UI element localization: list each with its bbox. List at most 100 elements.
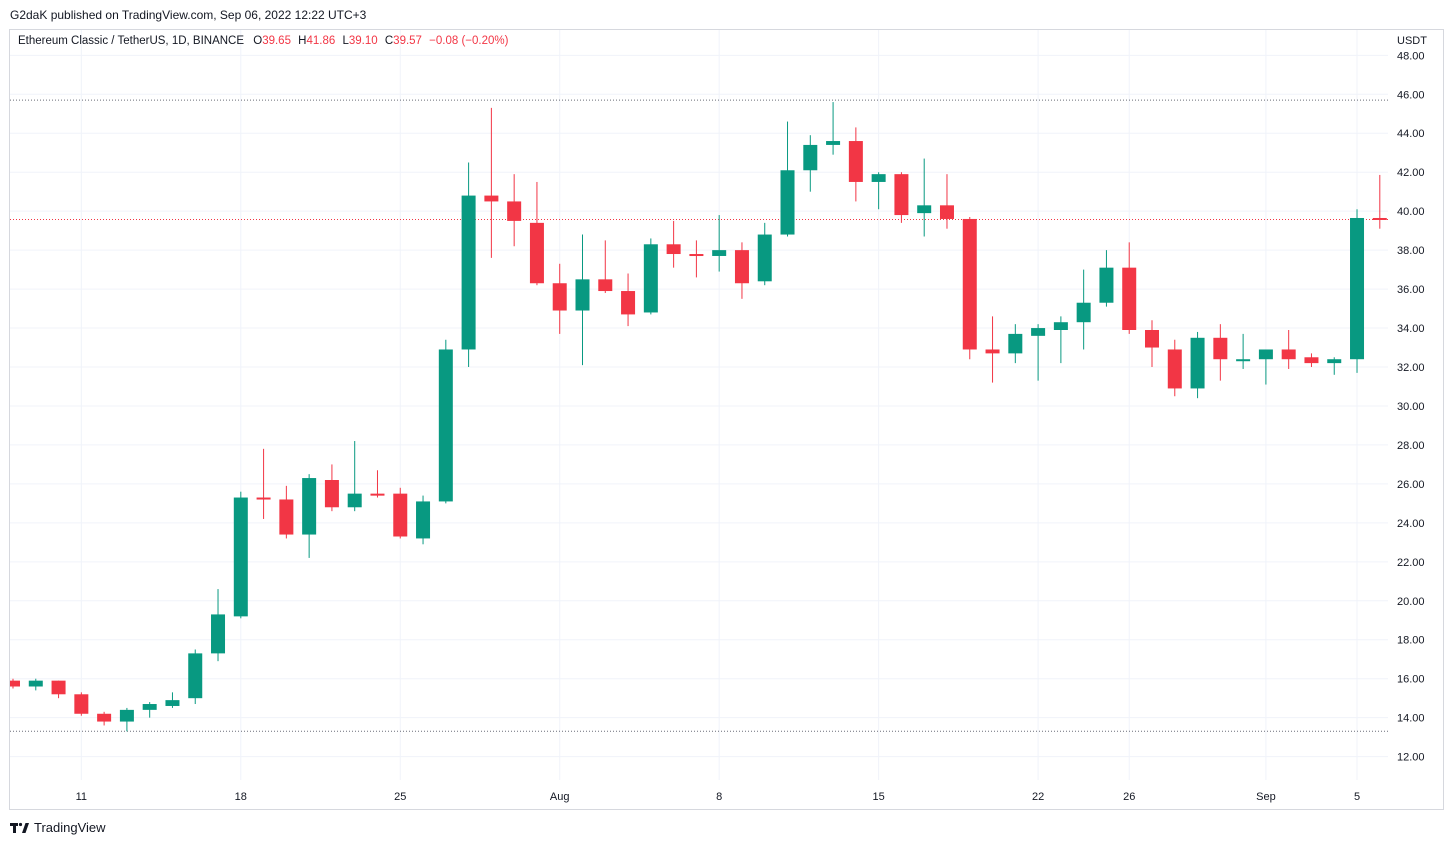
candle [28,678,43,691]
candle [917,158,932,237]
candle [643,238,658,315]
tradingview-logo-icon [10,822,29,833]
candle [1008,324,1023,364]
candle-body [1236,359,1251,362]
candle [1031,324,1046,381]
candle-body [962,218,977,350]
x-tick-label: 22 [1032,791,1044,803]
candle-body [211,614,226,654]
candle-body [621,291,636,315]
candle [871,172,886,210]
candle-body [370,493,385,496]
candle [279,485,294,539]
candle-body [10,680,20,687]
candle-body [188,653,203,699]
candle-body [529,222,544,284]
candle [1145,320,1159,368]
open-value: 39.65 [262,35,291,47]
candle [1190,331,1205,399]
y-tick-label: 42.00 [1397,167,1425,179]
x-tick-label: 15 [873,791,885,803]
candle [1236,333,1251,369]
candle-body [552,283,567,311]
candle-body [1327,359,1342,364]
x-tick-label: 26 [1123,791,1135,803]
candle-body [1190,337,1205,389]
footer: TradingView [10,820,106,835]
candle-body [666,244,681,255]
candle-body [1122,267,1137,330]
candle-body [1350,217,1365,360]
time-axis: 11 18 25 Aug 8 15 22 26 Sep 5 [76,791,1360,803]
candle [803,135,818,192]
candle [529,181,544,286]
candle-body [598,279,613,292]
candle [51,680,66,699]
candle [347,441,362,512]
candle [74,692,89,716]
change-value: −0.08 (−0.20%) [429,35,509,47]
x-tick-label: 25 [394,791,406,803]
y-tick-label: 26.00 [1397,479,1425,491]
y-tick-label: 22.00 [1397,557,1425,569]
y-tick-label: 32.00 [1397,362,1425,374]
candle-body [1258,349,1273,360]
candle [552,263,567,334]
candle-body [734,250,749,284]
candle-body [119,709,134,722]
candle [1281,330,1296,369]
candles [10,102,1387,732]
y-tick-label: 40.00 [1397,206,1425,218]
candle-body [302,478,317,535]
candle [848,127,863,202]
candle-body [871,174,886,182]
candle [438,339,453,504]
y-unit-label: USDT [1397,35,1427,47]
candle-body [1076,302,1091,323]
y-tick-label: 16.00 [1397,674,1425,686]
high-value: 41.86 [306,35,336,47]
symbol-title: Ethereum Classic / TetherUS, 1D, BINANCE [18,35,245,47]
candle [188,649,203,705]
y-tick-label: 28.00 [1397,440,1425,452]
high-label: H [298,35,307,47]
y-tick-label: 38.00 [1397,245,1425,257]
candle [1099,250,1114,307]
chart-frame [9,29,1444,810]
candle-body [826,141,841,145]
candle-body [712,250,727,256]
candle [734,242,749,299]
candle [324,464,339,512]
candle [598,240,613,293]
x-tick-label: 8 [716,791,722,803]
y-tick-label: 30.00 [1397,401,1425,413]
y-tick-label: 48.00 [1397,50,1425,62]
candle-body [1281,349,1296,360]
price-axis: 12.00 14.00 16.00 18.00 20.00 22.00 24.00 26.00… [1397,35,1427,764]
candle-body [484,195,499,202]
candle [461,162,476,368]
y-tick-label: 20.00 [1397,596,1425,608]
close-value: 39.57 [393,35,422,47]
candle [666,220,681,268]
candle-body [803,144,818,171]
tradingview-brand: TradingView [34,820,106,835]
candle-body [416,501,431,539]
candle-body [233,497,248,617]
candle [1350,209,1365,373]
candle [165,692,180,708]
candle [621,273,636,327]
candle [1167,339,1182,397]
candle [689,240,704,278]
candle-body [1099,267,1114,303]
candle [1372,174,1387,229]
candle [142,702,157,718]
candle [233,491,248,619]
candle-body [279,499,294,535]
candle-body [780,170,795,235]
candle-body [28,680,43,687]
candle-body [97,713,112,722]
candle [1076,269,1091,350]
candle-body [1304,357,1319,364]
